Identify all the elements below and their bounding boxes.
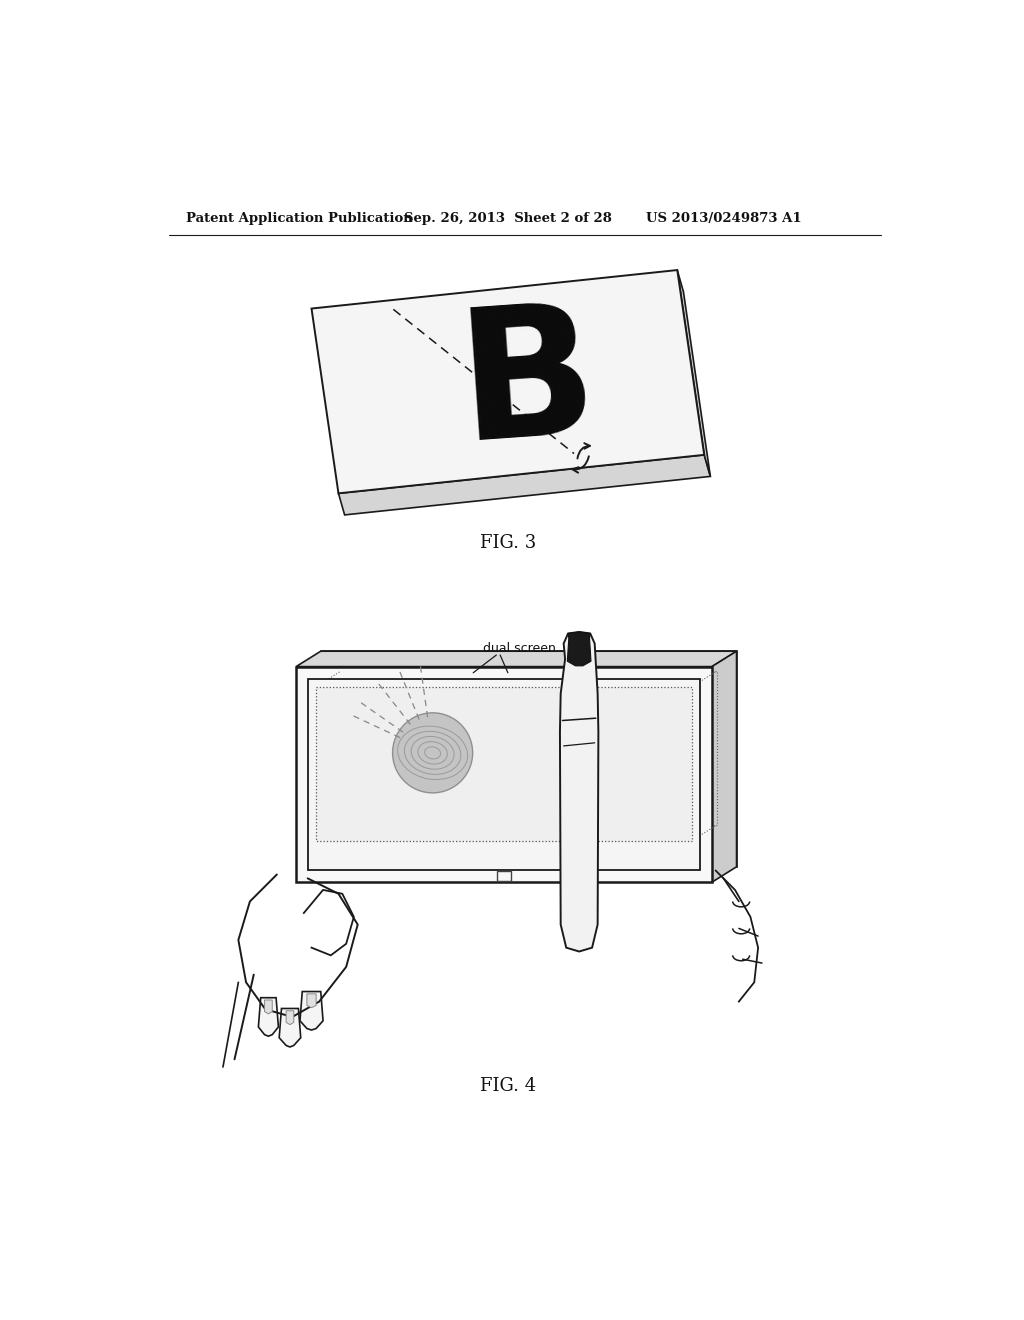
Polygon shape [264,1001,272,1014]
Polygon shape [258,998,279,1036]
Circle shape [392,713,473,793]
Polygon shape [316,686,692,841]
Polygon shape [286,1011,294,1024]
Polygon shape [567,632,591,665]
Text: Sep. 26, 2013  Sheet 2 of 28: Sep. 26, 2013 Sheet 2 of 28 [403,213,611,224]
Polygon shape [560,632,598,952]
Polygon shape [307,994,316,1007]
Polygon shape [339,455,711,515]
Text: FIG. 3: FIG. 3 [479,535,536,552]
Polygon shape [300,991,323,1030]
Text: B: B [453,293,602,478]
Polygon shape [712,651,736,882]
Text: US 2013/0249873 A1: US 2013/0249873 A1 [646,213,802,224]
Polygon shape [677,271,711,477]
Text: dual screen: dual screen [483,643,556,656]
Polygon shape [296,651,736,667]
Polygon shape [311,271,705,494]
Polygon shape [296,667,712,882]
Text: Patent Application Publication: Patent Application Publication [186,213,413,224]
Polygon shape [321,651,736,867]
Polygon shape [497,871,511,880]
Polygon shape [280,1008,301,1047]
Polygon shape [308,678,699,870]
Text: FIG. 4: FIG. 4 [480,1077,536,1096]
